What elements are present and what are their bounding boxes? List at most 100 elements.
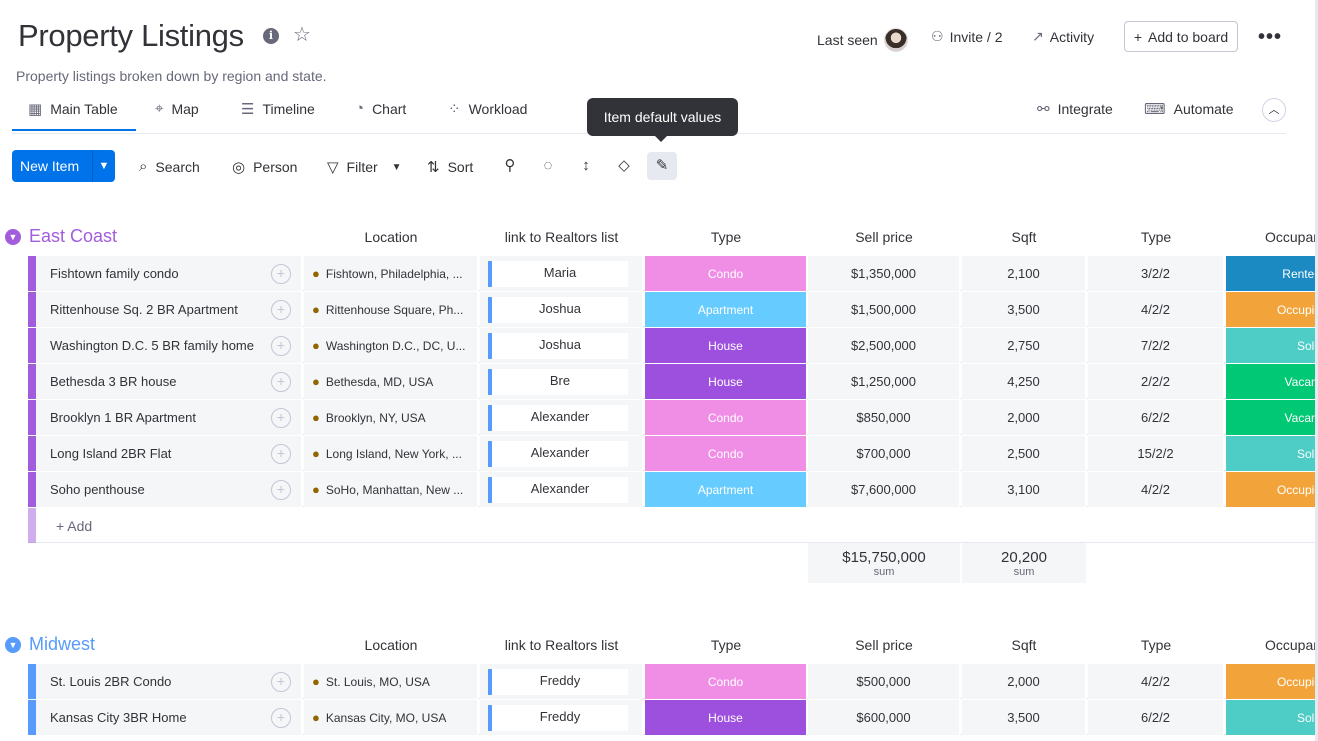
sqft-cell[interactable]: 2,000 (962, 664, 1086, 699)
integrate-button[interactable]: ⚯ Integrate (1037, 100, 1113, 118)
type-2-cell[interactable]: 6/2/2 (1088, 700, 1224, 735)
realtor-cell[interactable]: Alexander (480, 472, 643, 507)
type-2-cell[interactable]: 4/2/2 (1088, 664, 1224, 699)
add-update-icon[interactable]: + (271, 407, 291, 428)
pin-icon[interactable]: ⚲ (504, 157, 516, 174)
row-height-icon[interactable]: ↕ (582, 157, 590, 174)
location-cell[interactable]: ● Bethesda, MD, USA (304, 364, 478, 399)
sqft-cell[interactable]: 4,250 (962, 364, 1086, 399)
sqft-cell[interactable]: 3,500 (962, 292, 1086, 327)
location-cell[interactable]: ● Kansas City, MO, USA (304, 700, 478, 735)
realtor-cell[interactable]: Freddy (480, 700, 643, 735)
last-seen[interactable]: Last seen (817, 28, 908, 52)
automate-button[interactable]: ⌨ Automate (1144, 100, 1234, 118)
add-update-icon[interactable]: + (271, 299, 291, 320)
type-status-cell[interactable]: House (645, 328, 807, 363)
occupancy-status-cell[interactable]: Sold (1226, 328, 1318, 363)
occupancy-status-cell[interactable]: Occupie (1226, 292, 1318, 327)
type-status-cell[interactable]: Apartment (645, 292, 807, 327)
column-header-sqft[interactable]: Sqft (1011, 637, 1037, 653)
type-status-cell[interactable]: House (645, 700, 807, 735)
column-header-occupancy[interactable]: Occupar (1265, 229, 1318, 245)
type-status-cell[interactable]: Condo (645, 436, 807, 471)
sqft-cell[interactable]: 2,750 (962, 328, 1086, 363)
item-name[interactable]: Kansas City 3BR Home (50, 710, 187, 725)
realtor-link[interactable]: Joshua (488, 332, 628, 359)
activity-button[interactable]: ↗ Activity (1032, 28, 1094, 45)
type-2-cell[interactable]: 4/2/2 (1088, 472, 1224, 507)
sqft-cell[interactable]: 2,100 (962, 256, 1086, 291)
realtor-link[interactable]: Freddy (488, 704, 628, 731)
realtor-cell[interactable]: Maria (480, 256, 643, 291)
paint-bucket-icon[interactable]: ◇ (618, 157, 630, 174)
new-item-button[interactable]: New Item ▼ (12, 150, 115, 182)
item-name[interactable]: Soho penthouse (50, 482, 145, 497)
column-header-sqft[interactable]: Sqft (1011, 229, 1037, 245)
tab-map[interactable]: ⌖ Map (155, 100, 199, 117)
type-2-cell[interactable]: 7/2/2 (1088, 328, 1224, 363)
location-cell[interactable]: ● Washington D.C., DC, U... (304, 328, 478, 363)
sqft-cell[interactable]: 2,000 (962, 400, 1086, 435)
realtor-cell[interactable]: Alexander (480, 436, 643, 471)
type-2-cell[interactable]: 2/2/2 (1088, 364, 1224, 399)
sell-price-cell[interactable]: $1,250,000 (808, 364, 960, 399)
group-header-east-coast[interactable]: ▼ East Coast (5, 226, 117, 247)
type-2-cell[interactable]: 4/2/2 (1088, 292, 1224, 327)
sort-button[interactable]: ⇅ Sort (427, 158, 473, 176)
type-status-cell[interactable]: Apartment (645, 472, 807, 507)
realtor-cell[interactable]: Joshua (480, 328, 643, 363)
chevron-down-icon[interactable]: ▼ (98, 160, 110, 172)
page-title[interactable]: Property Listings (18, 18, 244, 53)
type-2-cell[interactable]: 3/2/2 (1088, 256, 1224, 291)
realtor-cell[interactable]: Joshua (480, 292, 643, 327)
item-name-cell[interactable]: Soho penthouse + (36, 472, 302, 507)
realtor-cell[interactable]: Alexander (480, 400, 643, 435)
info-icon[interactable]: i (263, 28, 279, 44)
location-cell[interactable]: ● Brooklyn, NY, USA (304, 400, 478, 435)
table-row[interactable]: St. Louis 2BR Condo + ● St. Louis, MO, USA F… (28, 664, 1318, 699)
sell-price-cell[interactable]: $7,600,000 (808, 472, 960, 507)
realtor-link[interactable]: Maria (488, 260, 628, 287)
chevron-down-icon[interactable]: ▼ (5, 636, 21, 653)
item-name[interactable]: Rittenhouse Sq. 2 BR Apartment (50, 302, 238, 317)
table-row[interactable]: Washington D.C. 5 BR family home + ● Washin… (28, 328, 1318, 363)
table-row[interactable]: Brooklyn 1 BR Apartment + ● Brooklyn, NY, U… (28, 400, 1318, 435)
add-update-icon[interactable]: + (271, 443, 291, 464)
realtor-link[interactable]: Joshua (488, 296, 628, 323)
sell-price-cell[interactable]: $2,500,000 (808, 328, 960, 363)
column-header-sell-price[interactable]: Sell price (855, 637, 913, 653)
group-title[interactable]: Midwest (29, 634, 96, 654)
table-row[interactable]: Soho penthouse + ● SoHo, Manhattan, New ...… (28, 472, 1318, 507)
occupancy-status-cell[interactable]: Sold (1226, 436, 1318, 471)
item-name-cell[interactable]: Rittenhouse Sq. 2 BR Apartment + (36, 292, 302, 327)
collapse-header-icon[interactable]: ︿ (1262, 98, 1286, 122)
column-header-type[interactable]: Type (710, 637, 742, 653)
avatar[interactable] (883, 28, 908, 52)
group-title[interactable]: East Coast (29, 226, 118, 246)
type-status-cell[interactable]: Condo (645, 664, 807, 699)
item-name-cell[interactable]: Washington D.C. 5 BR family home + (36, 328, 302, 363)
scrollbar[interactable] (1315, 0, 1318, 741)
occupancy-status-cell[interactable]: Occupie (1226, 472, 1318, 507)
table-row[interactable]: Rittenhouse Sq. 2 BR Apartment + ● Rittenho… (28, 292, 1318, 327)
occupancy-status-cell[interactable]: Vacant (1226, 364, 1318, 399)
type-2-cell[interactable]: 6/2/2 (1088, 400, 1224, 435)
add-update-icon[interactable]: + (271, 479, 291, 500)
location-cell[interactable]: ● St. Louis, MO, USA (304, 664, 478, 699)
location-cell[interactable]: ● Fishtown, Philadelphia, ... (304, 256, 478, 291)
sell-price-cell[interactable]: $500,000 (808, 664, 960, 699)
invite-button[interactable]: ⚇ Invite / 2 (931, 28, 1002, 45)
location-cell[interactable]: ● SoHo, Manhattan, New ... (304, 472, 478, 507)
add-update-icon[interactable]: + (271, 671, 291, 692)
column-header-realtors[interactable]: link to Realtors list (504, 637, 619, 653)
item-name[interactable]: Brooklyn 1 BR Apartment (50, 410, 196, 425)
column-header-type-2[interactable]: Type (1140, 637, 1172, 653)
sell-price-cell[interactable]: $700,000 (808, 436, 960, 471)
realtor-link[interactable]: Freddy (488, 668, 628, 695)
realtor-link[interactable]: Bre (488, 368, 628, 395)
sell-price-cell[interactable]: $600,000 (808, 700, 960, 735)
occupancy-status-cell[interactable]: Sold (1226, 700, 1318, 735)
add-update-icon[interactable]: + (271, 335, 291, 356)
realtor-link[interactable]: Alexander (488, 476, 628, 503)
sqft-cell[interactable]: 3,500 (962, 700, 1086, 735)
